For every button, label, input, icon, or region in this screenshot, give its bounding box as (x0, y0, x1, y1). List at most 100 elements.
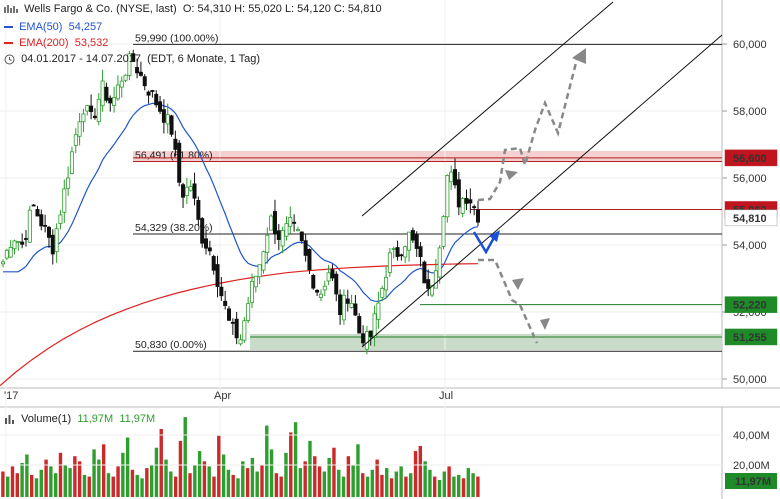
volume-bar (370, 469, 375, 497)
volume-bar (183, 417, 187, 497)
candle-body (253, 275, 258, 288)
volume-bar (58, 452, 63, 497)
candle-body (437, 247, 442, 278)
candle-body (223, 300, 228, 306)
candle-body (169, 115, 174, 135)
candle-body (341, 294, 346, 321)
volume-bar (418, 446, 423, 497)
candle-body (399, 254, 404, 257)
candle-body (407, 231, 412, 251)
candle-body (445, 175, 450, 218)
candle-body (127, 53, 132, 76)
price-badge-label: 54,810 (733, 213, 767, 225)
candle-body (173, 138, 178, 150)
candle-body (334, 273, 339, 295)
header-line-3: EMA(200) 53,532 (4, 37, 108, 49)
volume-bar (385, 468, 389, 497)
bullish-projection-path (477, 54, 580, 202)
candle-body (142, 76, 147, 87)
volume-bar (428, 469, 432, 497)
candle-body (112, 97, 117, 106)
volume-bar (34, 478, 39, 497)
candle-body (299, 231, 304, 242)
candle-body (418, 246, 423, 258)
volume-bar (380, 474, 384, 497)
candle-body (364, 331, 369, 350)
volume-bar (97, 459, 101, 497)
candle-body (181, 184, 186, 198)
candle-body (380, 288, 385, 298)
candle-body (303, 240, 308, 256)
fib-level-label: 50,830 (0.00%) (135, 339, 207, 351)
volume-bar (279, 476, 283, 497)
candle-body (177, 142, 182, 183)
volume-bar (260, 464, 264, 497)
volume-bar (236, 478, 240, 497)
fib-level-label: 54,329 (38.20%) (135, 222, 213, 234)
volume-bar (68, 468, 72, 497)
candle-body (246, 303, 251, 321)
volume-bar (73, 456, 77, 497)
candle-body (200, 218, 205, 244)
volume-bar (365, 476, 370, 497)
candle-body (20, 241, 25, 245)
candle-body (89, 105, 94, 112)
volume-bar (274, 473, 279, 497)
candle-body (391, 248, 396, 250)
volume-bar (53, 473, 58, 497)
volume-bar (121, 452, 125, 497)
candle-body (311, 275, 316, 289)
volume-bar (29, 474, 34, 497)
y-tick-label: 60,000 (733, 39, 767, 51)
candle-body (85, 105, 90, 112)
blue-bounce-arrow (472, 231, 498, 255)
volume-bar (341, 476, 346, 497)
volume-bar (173, 476, 178, 497)
bullish-arrowhead (505, 170, 518, 180)
volume-bar (461, 478, 466, 497)
volume-badge (725, 473, 777, 489)
candle-body (460, 198, 465, 214)
candle-body (288, 217, 293, 227)
candle-body (158, 101, 163, 112)
candle-body (276, 230, 281, 240)
candle-body (192, 183, 197, 199)
candle-body (357, 316, 362, 334)
blue-bounce-arrowhead (489, 230, 500, 242)
fib-level-label: 59,990 (100.00%) (135, 32, 218, 44)
chart-icon (4, 4, 18, 14)
symbol-title: Wells Fargo & Co. (NYSE, last) (24, 3, 177, 16)
candle-body (4, 249, 9, 259)
candle-body (96, 98, 101, 123)
volume-bar (442, 471, 447, 497)
candle-body (475, 209, 480, 223)
candle-body (54, 228, 59, 252)
volume-bar (413, 451, 418, 497)
volume-bar (135, 474, 139, 497)
candle-body (150, 90, 155, 92)
candle-body (123, 74, 128, 81)
candle-body (165, 114, 170, 125)
price-badge-label: 51,255 (733, 332, 767, 344)
candle-body (468, 199, 473, 204)
candle-body (138, 71, 143, 76)
volume-bar (178, 440, 183, 497)
candle-body (115, 84, 120, 100)
candle-body (387, 252, 392, 273)
candle-body (353, 303, 358, 316)
candle-body (104, 86, 109, 101)
ohlc-values: O: 54,310 H: 55,020 L: 54,120 C: 54,810 (182, 3, 382, 16)
candle-body (330, 269, 335, 279)
volume-bar (394, 471, 399, 497)
candle-body (227, 308, 232, 321)
candle-body (238, 339, 243, 345)
volume-bar (92, 449, 96, 497)
volume-bar (452, 476, 456, 497)
volume-bar (404, 476, 408, 497)
volume-bar (399, 466, 403, 497)
volume-bar (125, 437, 130, 497)
candle-body (441, 216, 446, 247)
volume-bar (423, 461, 427, 497)
volume-bar (20, 463, 24, 497)
x-tick-label: Jul (439, 390, 453, 402)
